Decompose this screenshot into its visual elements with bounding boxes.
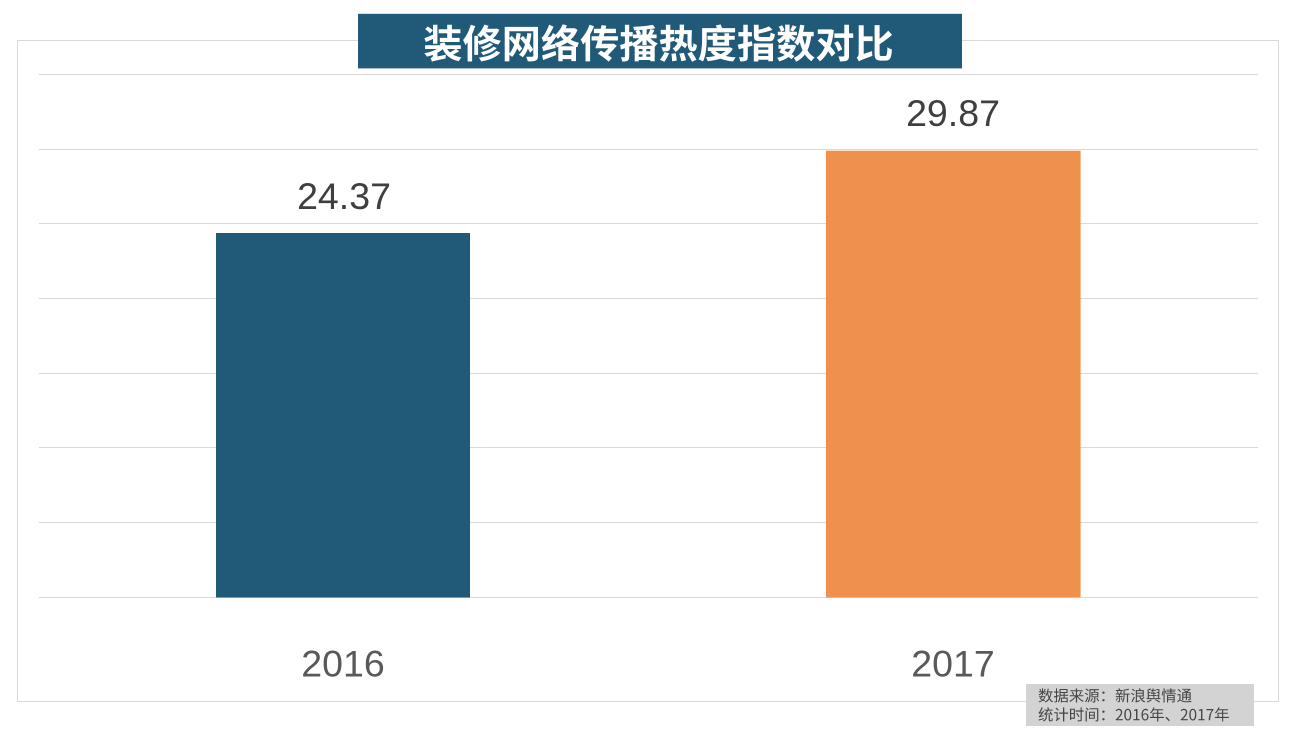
svg-text:24.37: 24.37	[297, 175, 391, 217]
svg-text:29.87: 29.87	[906, 92, 1000, 134]
svg-text:2016: 2016	[301, 643, 384, 685]
svg-text:2017: 2017	[911, 643, 994, 685]
